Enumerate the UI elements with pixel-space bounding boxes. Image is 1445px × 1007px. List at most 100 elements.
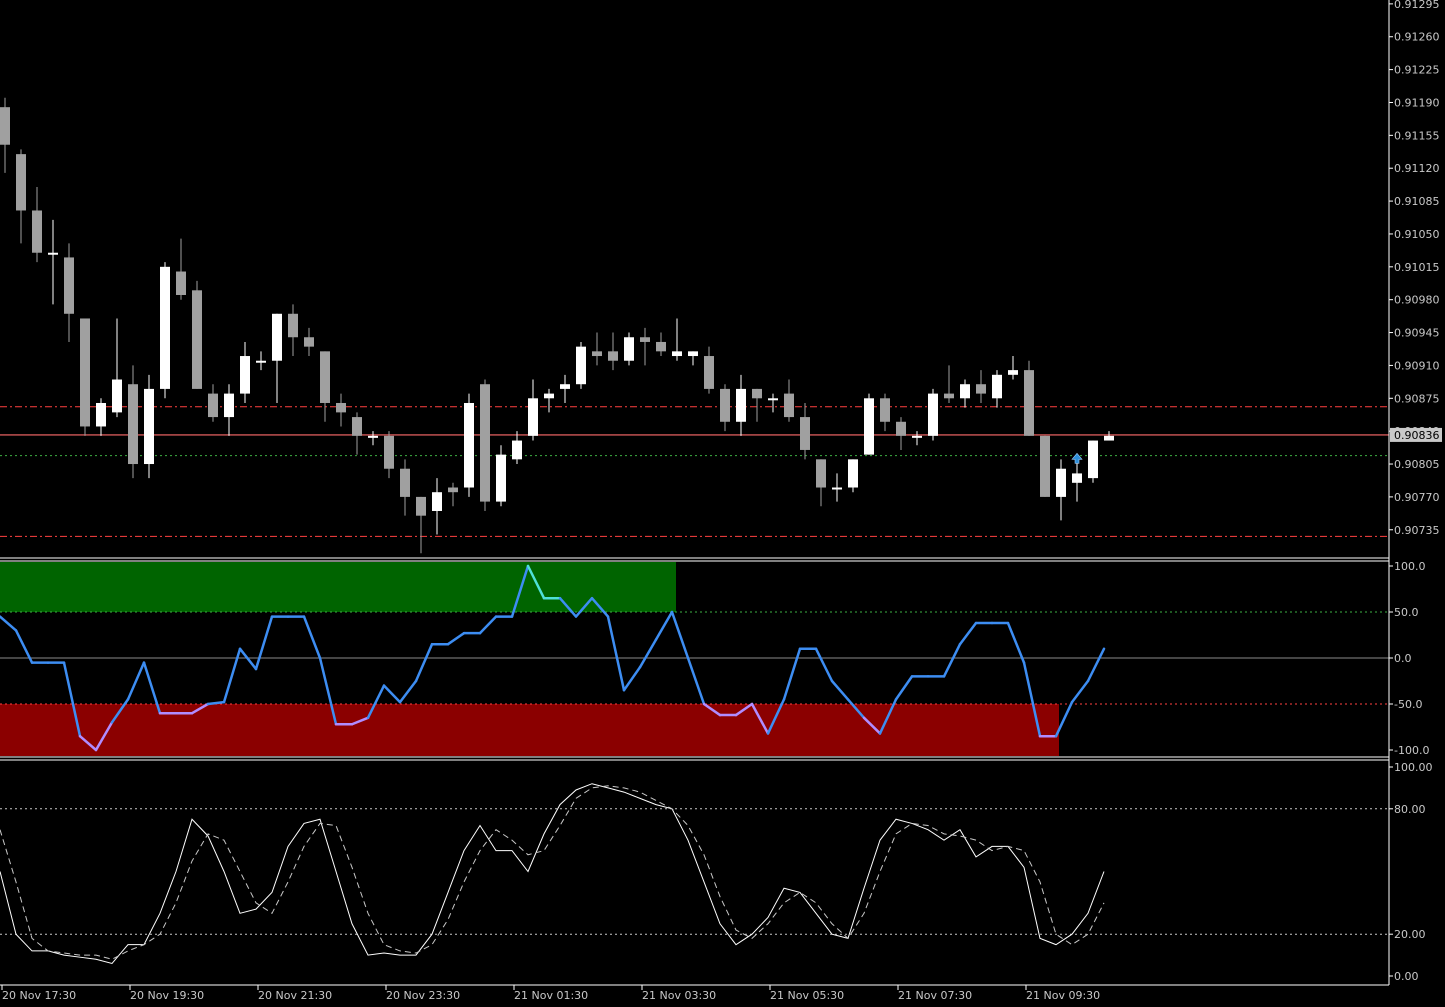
current-price-label: 0.90836 (1394, 429, 1440, 442)
candle-body[interactable] (656, 341, 666, 352)
candle-body[interactable] (544, 393, 554, 399)
candle-body[interactable] (976, 384, 986, 394)
candle-body[interactable] (192, 290, 202, 389)
candle-body[interactable] (384, 435, 394, 469)
candle-body[interactable] (1088, 440, 1098, 479)
candle-body[interactable] (464, 402, 474, 488)
osc-line-segment (686, 656, 706, 706)
candle-body[interactable] (1008, 370, 1018, 375)
price-tick-label: 0.90910 (1394, 359, 1440, 372)
candle-body[interactable] (304, 337, 314, 347)
candle-body[interactable] (528, 398, 538, 436)
candle-body[interactable] (928, 393, 938, 436)
candle-body[interactable] (480, 384, 490, 502)
osc-line-segment (510, 564, 530, 618)
osc-line-segment (14, 629, 34, 664)
candle-body[interactable] (720, 388, 730, 422)
candle-body[interactable] (912, 435, 922, 438)
stoch-tick-label: 0.00 (1394, 970, 1419, 983)
osc-line-segment (670, 610, 690, 660)
osc-line-segment (766, 698, 786, 735)
candle-body[interactable] (112, 379, 122, 413)
candle-body[interactable] (640, 337, 650, 342)
candle-body[interactable] (48, 252, 58, 255)
candle-body[interactable] (416, 496, 426, 516)
candle-body[interactable] (1024, 370, 1034, 436)
time-tick-label: 20 Nov 23:30 (386, 989, 460, 1002)
candle-body[interactable] (992, 374, 1002, 399)
candle-body[interactable] (512, 440, 522, 460)
candle-body[interactable] (32, 210, 42, 253)
stoch-tick-label: 80.00 (1394, 803, 1426, 816)
candle-body[interactable] (432, 492, 442, 511)
candle-body[interactable] (896, 421, 906, 436)
candle-body[interactable] (352, 417, 362, 436)
candle-body[interactable] (400, 468, 410, 497)
candle-body[interactable] (64, 257, 74, 314)
candle-body[interactable] (864, 398, 874, 455)
candle-body[interactable] (336, 402, 346, 413)
price-tick-label: 0.91085 (1394, 195, 1440, 208)
candle-body[interactable] (272, 313, 282, 361)
candle-body[interactable] (496, 454, 506, 502)
candle-body[interactable] (800, 417, 810, 450)
candle-body[interactable] (320, 351, 330, 403)
candle-body[interactable] (960, 384, 970, 399)
osc-tick-label: -100.0 (1394, 744, 1429, 757)
candle-body[interactable] (368, 435, 378, 438)
osc-line-segment (206, 700, 226, 706)
osc-tick-label: 0.0 (1394, 652, 1412, 665)
candle-body[interactable] (1056, 468, 1066, 497)
candle-body[interactable] (176, 271, 186, 295)
candle-body[interactable] (688, 351, 698, 357)
candle-body[interactable] (832, 487, 842, 490)
candle-body[interactable] (768, 398, 778, 401)
oscillator-pane[interactable]: 100.0 50.0 0.0 -50.0 -100.0 (0, 560, 1429, 757)
time-tick-label: 20 Nov 19:30 (130, 989, 204, 1002)
time-tick-label: 21 Nov 03:30 (642, 989, 716, 1002)
candle-body[interactable] (576, 346, 586, 385)
candle-body[interactable] (96, 402, 106, 427)
candle-body[interactable] (160, 266, 170, 389)
candle-body[interactable] (672, 351, 682, 357)
candle-body[interactable] (608, 351, 618, 361)
candle-body[interactable] (848, 459, 858, 488)
osc-line-segment (1086, 647, 1106, 683)
osc-tick-label: -50.0 (1394, 698, 1422, 711)
candle-body[interactable] (1104, 435, 1114, 441)
candle-body[interactable] (880, 398, 890, 422)
candle-body[interactable] (128, 384, 138, 465)
time-axis: 20 Nov 17:30 20 Nov 19:30 20 Nov 21:30 20 N… (1, 985, 1100, 1002)
candle-body[interactable] (224, 393, 234, 418)
candle-body[interactable] (448, 487, 458, 493)
candle-body[interactable] (784, 393, 794, 418)
candle-body[interactable] (80, 318, 90, 427)
stochastic-pane[interactable]: 100.00 80.00 20.00 0.00 (0, 761, 1433, 983)
price-tick-label: 0.91050 (1394, 228, 1440, 241)
candle-body[interactable] (816, 459, 826, 488)
candle-body[interactable] (592, 351, 602, 357)
current-price-badge (1390, 427, 1442, 442)
osc-line-segment (622, 665, 642, 692)
candle-body[interactable] (16, 154, 26, 211)
candle-body[interactable] (240, 356, 250, 394)
osc-line-segment (126, 661, 146, 701)
candle-body[interactable] (1072, 473, 1082, 483)
candle-body[interactable] (736, 388, 746, 422)
candle-body[interactable] (944, 393, 954, 399)
candle-body[interactable] (288, 313, 298, 338)
candle-body[interactable] (752, 388, 762, 399)
osc-line-segment (142, 661, 162, 715)
candle-body[interactable] (0, 107, 10, 145)
osc-line-segment (958, 621, 978, 646)
candle-body[interactable] (624, 337, 634, 361)
candle-body[interactable] (704, 356, 714, 389)
price-pane[interactable]: 0.91295 0.91260 0.91225 0.91190 0.91155 0.911… (0, 0, 1442, 554)
candle-body[interactable] (1040, 435, 1050, 497)
candle-body[interactable] (208, 393, 218, 418)
candle-body[interactable] (256, 360, 266, 363)
candle-body[interactable] (560, 384, 570, 389)
time-tick-label: 21 Nov 07:30 (898, 989, 972, 1002)
candle-body[interactable] (144, 388, 154, 465)
